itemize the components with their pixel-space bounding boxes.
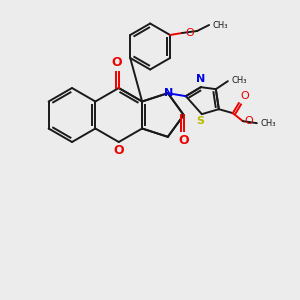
Text: N: N xyxy=(196,74,206,84)
Text: O: O xyxy=(178,134,189,147)
Text: O: O xyxy=(185,28,194,38)
Text: CH₃: CH₃ xyxy=(261,119,276,128)
Text: O: O xyxy=(241,91,250,101)
Text: CH₃: CH₃ xyxy=(212,20,228,29)
Text: O: O xyxy=(245,116,254,126)
Text: O: O xyxy=(112,56,122,69)
Text: O: O xyxy=(113,144,124,157)
Text: N: N xyxy=(164,88,173,98)
Text: S: S xyxy=(196,116,204,126)
Text: CH₃: CH₃ xyxy=(232,76,247,85)
